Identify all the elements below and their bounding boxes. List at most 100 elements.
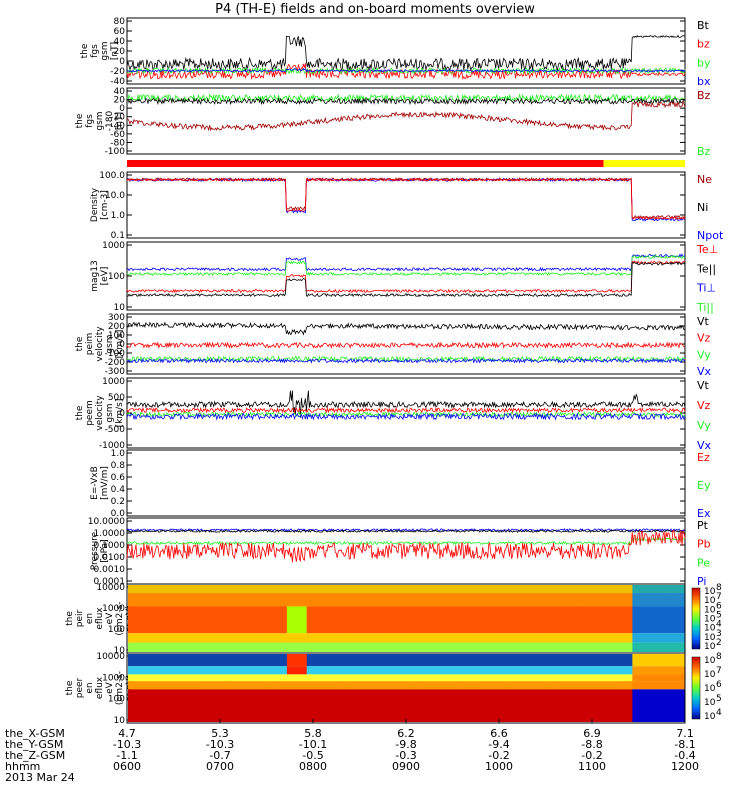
spectrogram-cell <box>235 666 240 675</box>
spectrogram-cell <box>370 681 375 690</box>
spectrogram-cell <box>489 654 494 667</box>
spectrogram-cell <box>588 674 594 682</box>
spectrogram-cell <box>580 674 586 682</box>
spectrogram-cell <box>608 689 614 722</box>
spectrogram-cell <box>131 593 137 607</box>
spectrogram-cell <box>584 654 590 667</box>
series-Ni <box>126 178 686 220</box>
spectrogram-cell <box>259 633 264 643</box>
colorbar-tick-label: 10 <box>704 624 716 634</box>
spectrogram-cell <box>402 654 407 667</box>
spectrogram-cell <box>517 593 522 607</box>
spectrogram-cell <box>469 606 475 634</box>
spectrogram-cell <box>338 642 343 652</box>
spectrogram-cell <box>378 681 383 690</box>
spectrogram-cell <box>465 642 471 652</box>
spectrogram-cell <box>457 674 463 682</box>
spectrogram-cell <box>409 654 415 667</box>
spectrogram-cell <box>481 674 486 682</box>
spectrogram-cell <box>219 642 224 652</box>
spectrogram-cell <box>139 674 145 682</box>
spectrogram-cell <box>183 642 189 652</box>
spectrogram-cell <box>386 642 391 652</box>
spectrogram-cell <box>668 642 673 652</box>
spectrogram-cell <box>580 666 586 675</box>
spectrogram-cell <box>533 654 538 667</box>
spectrogram-cell <box>263 593 268 607</box>
spectrogram-cell <box>338 681 343 690</box>
y-axis-label: eflux <box>95 607 105 630</box>
spectrogram-cell <box>338 689 343 722</box>
spectrogram-cell <box>167 593 173 607</box>
spectrogram-cell <box>656 593 661 607</box>
spectrogram-cell <box>564 633 570 643</box>
spectrogram-cell <box>203 689 208 722</box>
spectrogram-cell <box>453 633 459 643</box>
colorbar-tick-label: 10 <box>704 615 716 625</box>
spectrogram-cell <box>151 681 157 690</box>
spectrogram-cell <box>298 681 304 690</box>
spectrogram-cell <box>270 593 276 607</box>
spectrogram-cell <box>175 654 181 667</box>
spectrogram-cell <box>644 654 649 667</box>
spectrogram-cell <box>421 654 427 667</box>
spectrogram-cell <box>517 633 522 643</box>
spectrogram-cell <box>183 654 189 667</box>
spectrogram-cell <box>314 666 320 675</box>
spectrogram-cell <box>179 585 185 594</box>
spectrogram-cell <box>175 689 181 722</box>
legend-label: Te⊥ <box>696 243 718 256</box>
spectrogram-cell <box>580 633 586 643</box>
series-Vt <box>126 390 686 418</box>
spectrogram-cell <box>231 606 236 634</box>
spectrogram-cell <box>612 689 617 722</box>
spectrogram-cell <box>509 642 514 652</box>
spectrogram-cell <box>612 585 617 594</box>
date-label: 2013 Mar 24 <box>5 771 75 784</box>
spectrogram-cell <box>175 633 181 643</box>
spectrogram-cell <box>584 689 590 722</box>
spectrogram-cell <box>203 633 208 643</box>
spectrogram-cell <box>636 681 641 690</box>
spectrogram-cell <box>648 593 653 607</box>
spectrogram-cell <box>600 666 606 675</box>
spectrogram-cell <box>243 666 248 675</box>
series-Pe <box>126 537 685 546</box>
spectrogram-cell <box>207 681 212 690</box>
spectrogram-cell <box>203 593 208 607</box>
spectrogram-cell <box>362 642 367 652</box>
spectrogram-cell <box>509 689 514 722</box>
spectrogram-cell <box>548 654 554 667</box>
spectrogram-cell <box>588 606 594 634</box>
legend-label: bz <box>697 38 710 51</box>
spectrogram-cell <box>529 633 534 643</box>
spectrogram-cell <box>306 642 312 652</box>
spectrogram-cell <box>417 633 423 643</box>
spectrogram-cell <box>394 642 399 652</box>
spectrogram-cell <box>318 585 324 594</box>
spectrogram-cell <box>378 633 383 643</box>
spectrogram-cell <box>632 654 637 667</box>
spectrogram-cell <box>513 642 518 652</box>
spectrogram-cell <box>588 593 594 607</box>
spectrogram-cell <box>457 654 463 667</box>
spectrogram-cell <box>572 606 578 634</box>
spectrogram-cell <box>628 654 633 667</box>
spectrogram-cell <box>664 585 669 594</box>
spectrogram-cell <box>342 681 347 690</box>
spectrogram-cell <box>668 681 673 690</box>
spectrogram-cell <box>128 689 133 722</box>
mode-bar-segment <box>127 160 604 167</box>
spectrogram-cell <box>505 674 510 682</box>
spectrogram-cell <box>278 606 284 634</box>
spectrogram-cell <box>596 593 602 607</box>
spectrogram-cell <box>207 593 212 607</box>
spectrogram-cell <box>576 666 582 675</box>
spectrogram-cell <box>358 585 363 594</box>
y-axis-label: (cm2-s- <box>115 601 125 635</box>
spectrogram-cell <box>203 666 208 675</box>
spectrogram-cell <box>195 689 200 722</box>
spectrogram-cell <box>354 593 359 607</box>
spectrogram-cell <box>350 666 355 675</box>
